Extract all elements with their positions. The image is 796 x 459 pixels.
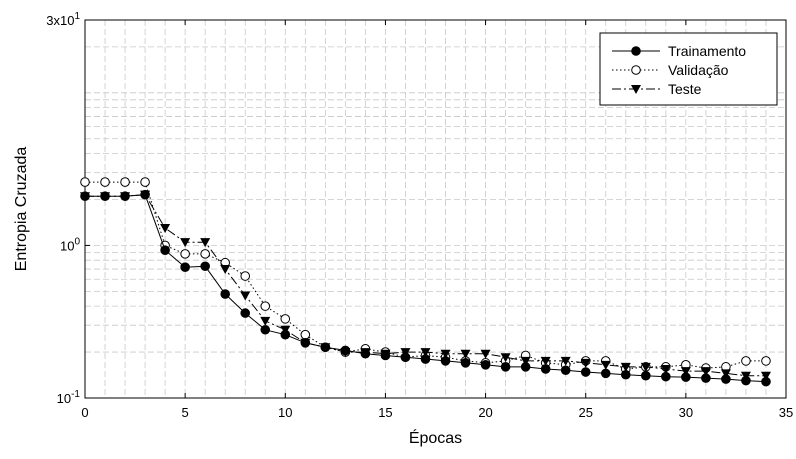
marker-open-circle	[240, 271, 251, 281]
marker-filled-circle	[741, 375, 751, 386]
marker-filled-triangle	[160, 224, 171, 234]
series-layer	[80, 177, 771, 387]
marker-open-circle	[631, 65, 641, 75]
marker-filled-circle	[600, 368, 611, 379]
marker-filled-circle	[140, 189, 150, 200]
x-tick-label: 15	[378, 405, 392, 420]
marker-filled-circle	[560, 365, 571, 376]
marker-open-circle	[761, 356, 771, 366]
marker-filled-triangle	[200, 238, 211, 248]
legend: Trainamento Validação Teste	[599, 32, 778, 106]
marker-filled-triangle	[240, 291, 251, 301]
marker-filled-triangle	[620, 362, 631, 372]
marker-filled-circle	[400, 352, 411, 363]
marker-open-circle	[140, 177, 150, 187]
marker-filled-triangle	[600, 360, 611, 370]
marker-open-circle	[260, 301, 271, 311]
x-tick-label: 0	[81, 405, 88, 420]
marker-filled-circle	[120, 191, 130, 202]
marker-filled-triangle	[631, 85, 641, 94]
marker-filled-triangle	[580, 358, 591, 368]
y-tick-label: 100	[60, 236, 80, 253]
marker-filled-circle	[360, 348, 371, 359]
marker-filled-circle	[80, 191, 90, 202]
marker-open-circle	[741, 356, 751, 366]
marker-filled-triangle	[540, 356, 551, 366]
marker-filled-circle	[580, 367, 591, 377]
marker-filled-triangle	[460, 349, 471, 359]
marker-filled-circle	[280, 329, 291, 340]
x-tick-label: 35	[779, 405, 793, 420]
marker-filled-circle	[320, 342, 331, 353]
legend-box	[599, 32, 778, 106]
series-trainamento	[80, 189, 771, 387]
legend-label: Teste	[668, 81, 702, 97]
marker-filled-triangle	[500, 353, 511, 363]
marker-open-circle	[100, 177, 110, 187]
x-tick-label: 10	[278, 405, 292, 420]
marker-filled-circle	[240, 308, 251, 318]
marker-filled-circle	[380, 350, 391, 361]
y-tick-label: 10-1	[57, 389, 81, 406]
marker-open-circle	[180, 249, 190, 259]
marker-filled-circle	[480, 360, 491, 370]
x-tick-label: 30	[679, 405, 693, 420]
marker-filled-triangle	[520, 356, 531, 366]
marker-filled-circle	[420, 354, 431, 364]
marker-filled-circle	[631, 46, 641, 56]
marker-filled-triangle	[660, 364, 671, 374]
marker-filled-circle	[540, 364, 551, 374]
marker-filled-circle	[701, 373, 711, 383]
marker-filled-circle	[300, 338, 311, 348]
marker-filled-triangle	[480, 349, 491, 359]
marker-open-circle	[80, 177, 90, 187]
marker-filled-triangle	[220, 265, 231, 275]
marker-filled-triangle	[260, 316, 271, 326]
marker-filled-circle	[460, 358, 471, 368]
x-axis-title: Épocas	[409, 428, 462, 447]
marker-open-circle	[200, 249, 210, 259]
marker-filled-circle	[681, 372, 691, 382]
marker-filled-triangle	[720, 369, 731, 379]
x-tick-label: 20	[478, 405, 492, 420]
x-tick-label: 25	[578, 405, 592, 420]
marker-filled-triangle	[420, 348, 431, 358]
marker-filled-circle	[641, 370, 651, 381]
marker-filled-circle	[100, 191, 110, 202]
marker-filled-circle	[160, 245, 170, 256]
x-tick-label: 5	[182, 405, 189, 420]
grid	[85, 20, 786, 398]
marker-filled-circle	[661, 371, 671, 382]
marker-filled-triangle	[680, 367, 691, 377]
marker-filled-circle	[340, 345, 351, 356]
marker-filled-circle	[440, 356, 451, 366]
y-tick-label: 3x101	[46, 11, 80, 28]
marker-filled-triangle	[440, 349, 451, 359]
marker-filled-circle	[220, 289, 230, 299]
marker-filled-triangle	[180, 238, 191, 248]
marker-filled-triangle	[700, 367, 711, 377]
marker-open-circle	[300, 329, 311, 340]
marker-filled-triangle	[640, 362, 651, 372]
marker-filled-circle	[520, 362, 531, 372]
axes: 0 5 10 15 20 25 30 35 10-1 100 3x101	[46, 11, 793, 420]
marker-filled-circle	[620, 369, 631, 380]
marker-open-circle	[120, 177, 130, 187]
marker-filled-circle	[180, 262, 190, 272]
marker-filled-circle	[500, 362, 511, 372]
marker-filled-triangle	[560, 356, 571, 366]
marker-filled-circle	[721, 374, 731, 384]
y-axis-title: Entropia Cruzada	[13, 147, 30, 272]
marker-filled-circle	[200, 261, 210, 272]
marker-filled-circle	[761, 376, 771, 387]
marker-open-circle	[280, 314, 291, 324]
marker-filled-circle	[260, 324, 271, 335]
legend-label: Trainamento	[668, 43, 746, 59]
legend-label: Validação	[668, 62, 729, 78]
marker-filled-triangle	[760, 371, 771, 381]
plot-frame	[84, 19, 787, 399]
